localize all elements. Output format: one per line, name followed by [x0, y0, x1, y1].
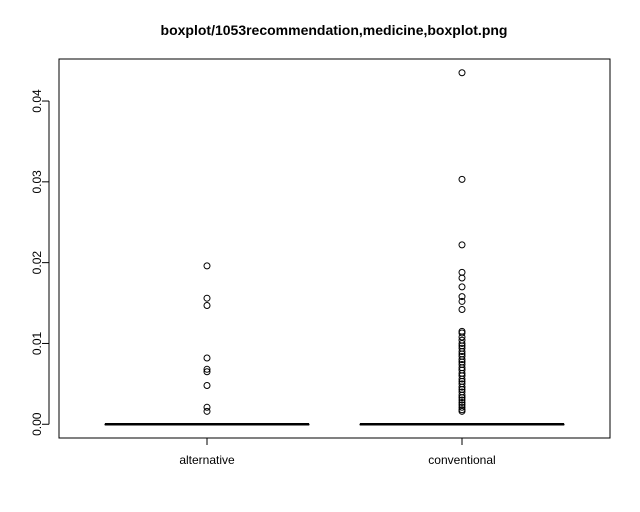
outlier-point [458, 175, 466, 183]
y-tick-label: 0.04 [30, 89, 44, 113]
outlier-point [458, 407, 466, 415]
x-axis: alternative conventional [179, 437, 496, 467]
outlier-point [458, 383, 466, 391]
outlier-point [458, 398, 466, 406]
outlier-point [203, 381, 211, 389]
outliers-layer [203, 69, 466, 415]
y-tick-label: 0.01 [30, 331, 44, 355]
outlier-point [203, 262, 211, 270]
outlier-point [203, 294, 211, 302]
outlier-point [458, 274, 466, 282]
y-axis: 0.00 0.01 0.02 0.03 0.04 [30, 89, 50, 436]
outlier-point [458, 375, 466, 383]
y-tick-label: 0.00 [30, 412, 44, 436]
outlier-point [203, 403, 211, 411]
outlier-point [203, 365, 211, 373]
chart-title: boxplot/1053recommendation,medicine,boxp… [161, 22, 508, 38]
outlier-point [458, 241, 466, 249]
outlier-point [458, 69, 466, 77]
outlier-point [458, 396, 466, 404]
outlier-point [458, 297, 466, 305]
outlier-point [203, 407, 211, 415]
outlier-point [458, 356, 466, 364]
x-tick-label: alternative [179, 453, 235, 467]
plot-frame [58, 58, 611, 439]
y-tick-label: 0.03 [30, 170, 44, 194]
outlier-point [458, 348, 466, 356]
outlier-point [203, 368, 211, 376]
outlier-point [203, 301, 211, 309]
outlier-point [458, 306, 466, 314]
y-tick-label: 0.02 [30, 251, 44, 275]
outlier-point [458, 268, 466, 276]
outlier-point [458, 391, 466, 399]
boxes-layer [104, 422, 565, 426]
outlier-point [458, 403, 466, 411]
outlier-point [203, 354, 211, 362]
outlier-point [458, 394, 466, 402]
outlier-point [458, 339, 466, 347]
outlier-point [458, 283, 466, 291]
outlier-point [458, 293, 466, 301]
outlier-point [458, 329, 466, 337]
x-tick-label: conventional [428, 453, 495, 467]
